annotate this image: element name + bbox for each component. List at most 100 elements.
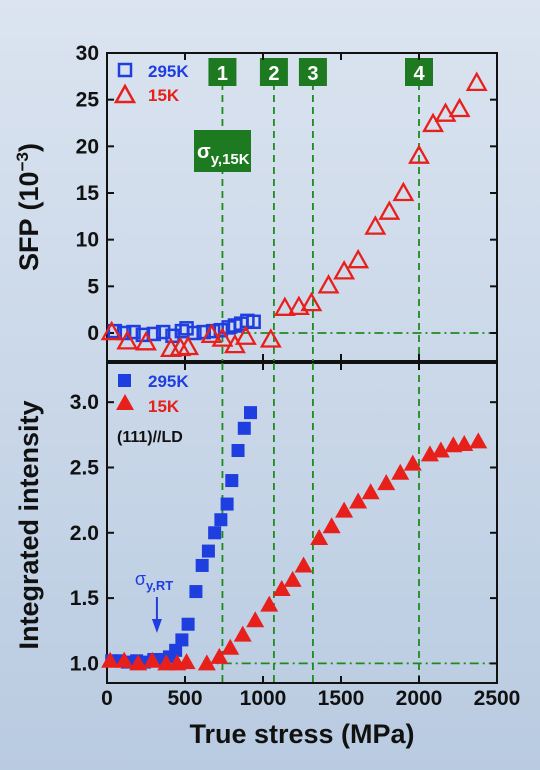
xtick-label: 1500 bbox=[318, 687, 365, 710]
sfp-15k-point bbox=[211, 327, 234, 347]
top-ytick-label: 10 bbox=[76, 229, 99, 252]
sfp-15k-point bbox=[378, 200, 401, 220]
sigma-15k-box bbox=[194, 130, 251, 172]
sfp-295k-point bbox=[146, 326, 162, 342]
intensity-15k-point bbox=[143, 651, 162, 668]
stage-badge-2 bbox=[259, 58, 288, 86]
intensity-295k-point bbox=[201, 544, 215, 558]
intensity-295k-point bbox=[208, 526, 222, 540]
intensity-295k-point bbox=[220, 497, 234, 511]
intensity-295k-point bbox=[225, 474, 239, 488]
sfp-15k-point bbox=[408, 144, 430, 164]
sigma-15k-subscript: y,15K bbox=[211, 151, 250, 168]
intensity-15k-point bbox=[210, 647, 229, 664]
xtick-label: 2500 bbox=[474, 687, 521, 710]
sfp-295k-point bbox=[246, 314, 261, 330]
legend-295k-open-square bbox=[117, 62, 133, 78]
bottom-ytick-label: 2.0 bbox=[70, 522, 99, 545]
top-panel: 1 2 3 4 0 5 10 15 20 25 30 σy,15K 295K 15K SFP (10… bbox=[13, 42, 498, 362]
legend-15k-filled-triangle bbox=[116, 394, 134, 410]
bottom-plot-frame bbox=[106, 362, 498, 684]
intensity-15k-point bbox=[283, 570, 302, 587]
intensity-295k-point bbox=[237, 421, 251, 435]
sfp-15k-point bbox=[448, 97, 471, 118]
sfp-15k-point bbox=[317, 274, 340, 294]
intensity-15k-point bbox=[272, 579, 291, 596]
sfp-295k-point bbox=[155, 324, 171, 340]
xtick-label: 1000 bbox=[240, 687, 287, 710]
sigma-rt-subscript: y,RT bbox=[146, 578, 173, 593]
intensity-15k-point bbox=[469, 432, 488, 449]
sigma-15k-label: σy,15K bbox=[197, 141, 250, 168]
sfp-15k-point bbox=[177, 335, 200, 356]
legend-15k-label: 15K bbox=[148, 86, 180, 105]
bottom-ytick-label: 2.5 bbox=[70, 456, 100, 479]
intensity-15k-point bbox=[246, 611, 265, 628]
sfp-15k-point bbox=[422, 112, 445, 133]
bottom-ytick-label: 1.0 bbox=[70, 652, 99, 675]
bottom-y-ticks: 1.0 1.5 2.0 2.5 3.0 bbox=[70, 391, 497, 675]
sfp-15k-point bbox=[100, 320, 123, 341]
sfp-15k-point bbox=[392, 181, 415, 202]
top-y-axis-label: SFP (10−3) bbox=[13, 143, 44, 271]
legend-15k-label-bottom: 15K bbox=[148, 397, 180, 416]
top-ytick-label: 25 bbox=[76, 89, 100, 112]
bottom-panel: 1.0 1.5 2.0 2.5 3.0 0 500 1000 1500 2000 2500 295… bbox=[14, 362, 521, 749]
stage-badge-label-4: 4 bbox=[413, 63, 425, 85]
sigma-rt-label: σy,RT bbox=[135, 569, 173, 593]
sfp-295k-point bbox=[187, 325, 202, 341]
intensity-295k-point bbox=[175, 633, 189, 647]
legend-15k-open-triangle bbox=[113, 83, 137, 104]
sfp-15k-point bbox=[273, 296, 296, 316]
intensity-15k-point bbox=[335, 501, 354, 518]
sfp-15k-point bbox=[135, 330, 157, 351]
stage-badge-label-3: 3 bbox=[307, 63, 318, 85]
sfp-15k-point bbox=[364, 215, 387, 235]
sigma-rt-arrow-head bbox=[151, 619, 162, 633]
sfp-15k-point bbox=[116, 330, 139, 350]
stage-badge-3 bbox=[298, 58, 327, 86]
sigma-15k-symbol: σ bbox=[197, 141, 211, 163]
intensity-15k-point bbox=[101, 651, 120, 668]
intensity-15k-point bbox=[233, 625, 252, 642]
top-data-marks bbox=[100, 71, 488, 358]
sfp-295k-point bbox=[107, 323, 123, 339]
intensity-15k-point bbox=[260, 595, 279, 612]
y-label-close: ) bbox=[14, 143, 44, 152]
sfp-15k-point bbox=[465, 71, 488, 92]
sigma-y-15k-annotation: σy,15K bbox=[194, 130, 251, 172]
intensity-295k-point bbox=[214, 513, 228, 527]
intensity-15k-point bbox=[361, 483, 380, 500]
intensity-15k-point bbox=[431, 441, 450, 458]
xtick-label: 2000 bbox=[396, 687, 443, 710]
top-ytick-label: 20 bbox=[76, 135, 99, 158]
legend-295k-label-bottom: 295K bbox=[148, 372, 189, 391]
intensity-295k-point bbox=[189, 585, 203, 599]
bottom-legend: 295K 15K bbox=[116, 372, 189, 416]
intensity-15k-point bbox=[391, 463, 410, 480]
y-label-sfp: SFP bbox=[14, 218, 44, 271]
y-label-unit: (10 bbox=[14, 171, 44, 210]
stage-badge-4 bbox=[405, 58, 433, 86]
intensity-295k-point bbox=[231, 444, 245, 458]
bottom-ytick-label: 1.5 bbox=[70, 587, 100, 610]
intensity-15k-point bbox=[294, 556, 313, 573]
stage-badge-label-2: 2 bbox=[268, 63, 279, 85]
sfp-15k-point bbox=[347, 248, 370, 269]
top-ytick-label: 5 bbox=[87, 275, 99, 298]
x-axis-label: True stress (MPa) bbox=[189, 719, 414, 749]
intensity-15k-point bbox=[197, 654, 216, 671]
stage-badge-label-1: 1 bbox=[217, 63, 228, 85]
top-ytick-label: 30 bbox=[76, 42, 99, 65]
sfp-295k-point bbox=[205, 323, 221, 339]
intensity-15k-point bbox=[377, 474, 396, 491]
sfp-15k-point bbox=[434, 102, 457, 122]
y-label-exponent: −3 bbox=[13, 152, 32, 171]
sigma-y-rt-annotation: σy,RT bbox=[135, 569, 173, 633]
bottom-ytick-label: 3.0 bbox=[70, 391, 99, 414]
intensity-15k-point bbox=[177, 653, 196, 670]
intensity-295k-point bbox=[244, 406, 258, 420]
top-ytick-label: 0 bbox=[87, 322, 99, 345]
intensity-15k-point bbox=[349, 492, 368, 509]
